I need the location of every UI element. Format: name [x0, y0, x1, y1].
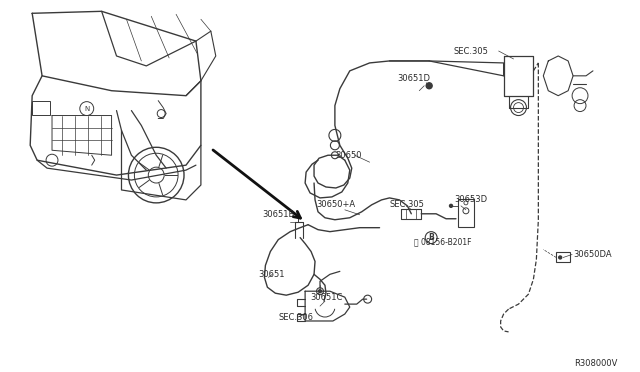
- Circle shape: [319, 290, 321, 293]
- Text: SEC.305: SEC.305: [390, 201, 424, 209]
- Text: 30650DA: 30650DA: [573, 250, 612, 259]
- Text: Ⓑ 08156-B201F: Ⓑ 08156-B201F: [414, 237, 472, 246]
- Text: 30650+A: 30650+A: [316, 201, 355, 209]
- Circle shape: [426, 83, 432, 89]
- Bar: [458, 199, 474, 227]
- Text: SEC.305: SEC.305: [454, 46, 489, 55]
- Bar: [32, 101, 50, 115]
- Text: 30651C: 30651C: [310, 293, 342, 302]
- Text: 30651D: 30651D: [397, 74, 431, 83]
- Text: 30650: 30650: [335, 151, 362, 160]
- Circle shape: [449, 204, 452, 207]
- Text: N: N: [84, 106, 90, 112]
- Bar: [556, 253, 570, 262]
- Text: B: B: [428, 233, 434, 242]
- Text: 30651: 30651: [259, 270, 285, 279]
- Text: SEC.306: SEC.306: [278, 312, 314, 321]
- Circle shape: [559, 256, 562, 259]
- Text: 30651B: 30651B: [262, 210, 295, 219]
- Text: R308000V: R308000V: [574, 359, 618, 368]
- Text: 30653D: 30653D: [454, 195, 487, 204]
